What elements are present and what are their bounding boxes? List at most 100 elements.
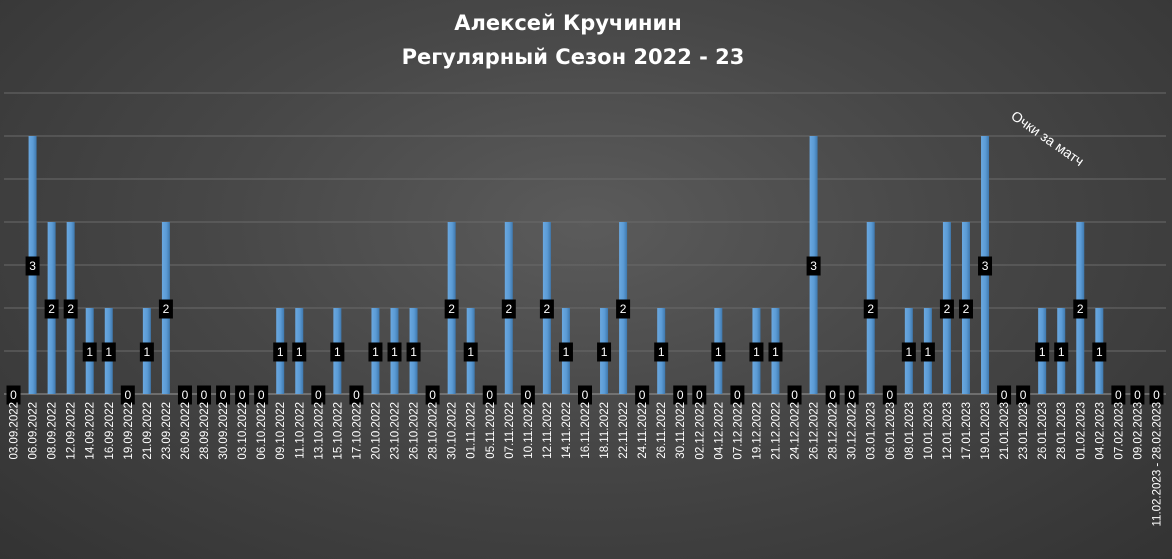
data-label-box [254,385,269,405]
data-label-text: 1 [277,345,284,359]
data-label: 3 [978,256,993,276]
data-label-box [216,385,231,405]
data-label-text: 0 [734,388,741,402]
data-label: 2 [616,299,631,319]
data-label-box [958,299,973,319]
data-label-box [311,385,326,405]
data-label-box [177,385,192,405]
x-tick-label: 19.12.2022 [751,402,763,460]
data-label: 1 [330,342,345,362]
chart-subtitle: Регулярный Сезон 2022 - 23 [402,45,745,69]
x-tick-label: 17.10.2022 [351,402,363,460]
x-tick-label: 10.01.2023 [923,402,935,460]
data-label-box [330,342,345,362]
x-tick-label: 24.12.2022 [790,402,802,460]
data-label: 1 [1092,342,1107,362]
data-label: 0 [1016,385,1031,405]
data-label: 1 [1054,342,1069,362]
data-label-box [349,385,364,405]
data-label-text: 1 [715,345,722,359]
data-label-box [273,342,288,362]
data-label-text: 3 [810,259,817,273]
x-tick-label: 08.01.2023 [904,402,916,460]
data-label-text: 2 [48,302,55,316]
data-label: 1 [768,342,783,362]
data-label: 2 [863,299,878,319]
data-label-box [82,342,97,362]
x-tick-label: 14.11.2022 [561,402,573,459]
data-label-text: 0 [10,388,17,402]
data-label-text: 0 [582,388,589,402]
data-label-text: 2 [67,302,74,316]
data-label-text: 0 [239,388,246,402]
data-label-box [616,299,631,319]
data-label-box [292,342,307,362]
data-label-text: 0 [1001,388,1008,402]
data-label-box [978,256,993,276]
x-tick-label: 28.09.2022 [199,402,211,460]
data-label-box [882,385,897,405]
x-tick-label: 30.12.2022 [847,402,859,460]
x-tick-label: 12.09.2022 [66,402,78,460]
data-label-box [558,342,573,362]
data-label-text: 0 [258,388,265,402]
data-label-box [501,299,516,319]
data-label: 2 [958,299,973,319]
chart-title: Алексей Кручинин [454,11,682,35]
x-tick-label: 30.09.2022 [218,402,230,460]
data-label-box [463,342,478,362]
data-label: 0 [844,385,859,405]
data-label-text: 0 [696,388,703,402]
data-label-box [863,299,878,319]
data-label-text: 2 [620,302,627,316]
data-label-text: 1 [467,345,474,359]
data-label-text: 2 [505,302,512,316]
data-label: 1 [406,342,421,362]
data-label: 3 [806,256,821,276]
x-tick-label: 09.10.2022 [275,402,287,460]
data-label-box [787,385,802,405]
x-tick-label: 24.11.2022 [637,402,649,459]
x-tick-label: 07.11.2022 [504,402,516,459]
x-tick-label: 19.09.2022 [123,402,135,460]
x-tick-label: 15.10.2022 [332,402,344,460]
data-label-text: 0 [315,388,322,402]
data-label: 0 [235,385,250,405]
data-label: 1 [654,342,669,362]
x-tick-label: 23.09.2022 [161,402,173,460]
data-label-box [368,342,383,362]
data-label-text: 3 [982,259,989,273]
x-tick-label: 18.11.2022 [599,402,611,459]
data-label-box [997,385,1012,405]
data-label-text: 3 [29,259,36,273]
data-label: 2 [44,299,59,319]
x-tick-label: 30.11.2022 [675,402,687,459]
data-label-box [387,342,402,362]
data-label-box [939,299,954,319]
data-label: 0 [254,385,269,405]
data-label-text: 1 [410,345,417,359]
data-label-text: 0 [1020,388,1027,402]
data-label-text: 0 [182,388,189,402]
data-label-box [158,299,173,319]
data-label-box [920,342,935,362]
data-label-box [197,385,212,405]
data-label-box [692,385,707,405]
x-tick-label: 06.10.2022 [256,402,268,460]
data-label-text: 0 [829,388,836,402]
series-label: Очки за матч [1008,107,1087,169]
data-label: 0 [1130,385,1145,405]
data-label-text: 0 [886,388,893,402]
data-label-text: 1 [372,345,379,359]
data-label: 1 [597,342,612,362]
x-tick-label: 01.11.2022 [466,402,478,459]
data-label-text: 0 [429,388,436,402]
data-label-box [901,342,916,362]
x-tick-label: 21.09.2022 [142,402,154,460]
data-label: 0 [349,385,364,405]
x-tick-label: 04.12.2022 [713,402,725,460]
x-tick-label: 09.02.2023 [1132,402,1144,460]
data-label-text: 2 [544,302,551,316]
